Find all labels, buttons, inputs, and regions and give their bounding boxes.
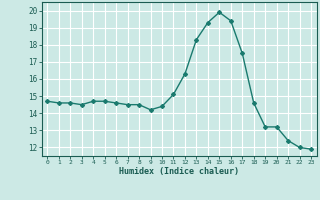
X-axis label: Humidex (Indice chaleur): Humidex (Indice chaleur) xyxy=(119,167,239,176)
